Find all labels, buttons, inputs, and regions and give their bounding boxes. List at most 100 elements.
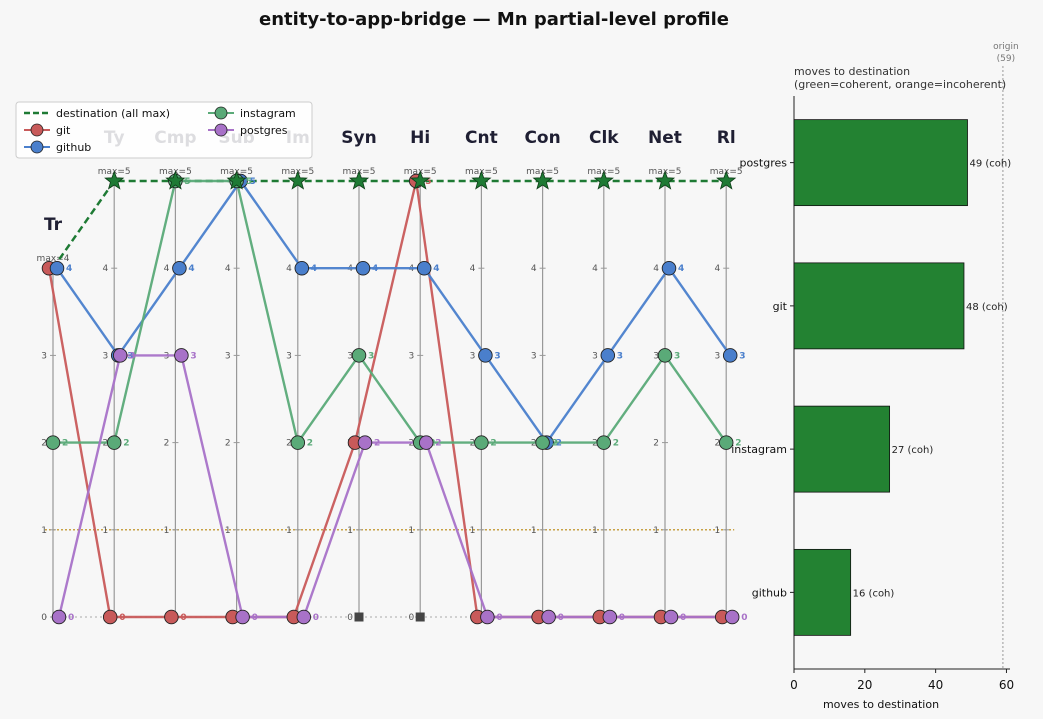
destination-star: [471, 170, 492, 190]
bar-x-tick-label: 60: [999, 678, 1014, 692]
series-point-postgres: [235, 609, 250, 625]
series-point-label-instagram: 5: [184, 177, 190, 187]
axis-tick-label: 2: [225, 439, 231, 449]
series-point-postgres: [112, 348, 128, 363]
axis-tick-label: 2: [653, 439, 659, 449]
series-point-label-postgres: 0: [313, 613, 319, 623]
axis-name-rl: Rl: [717, 128, 736, 148]
series-point-label-instagram: 2: [490, 439, 496, 449]
series-point-label-github: 2: [556, 439, 562, 449]
bar-value-label-github: 16 (coh): [853, 588, 895, 599]
axis-name-net: Net: [648, 128, 682, 148]
series-point-github: [722, 348, 738, 363]
axis-tick-label: 3: [41, 351, 47, 361]
axis-tick-label: 4: [164, 264, 170, 274]
bar-value-label-postgres: 49 (coh): [970, 159, 1012, 170]
series-point-label-github: 3: [739, 351, 745, 361]
destination-star: [287, 170, 308, 190]
destination-star: [654, 170, 676, 190]
chart-title: entity-to-app-bridge — Mn partial-level …: [259, 9, 729, 30]
axis-name-tr: Tr: [44, 215, 63, 235]
series-point-instagram: [657, 348, 673, 363]
bar-reference-value: (59): [997, 54, 1015, 64]
axis-tick-label: 4: [653, 264, 659, 274]
bar-category-label-git: git: [773, 300, 788, 313]
series-point-label-postgres: 0: [252, 613, 258, 623]
series-point-instagram: [718, 435, 734, 450]
bar-chart-subtitle: (green=coherent, orange=incoherent): [794, 78, 1006, 91]
series-line-instagram: [53, 179, 728, 444]
series-point-label-postgres: 0: [619, 613, 625, 623]
legend-label-github: github: [56, 141, 91, 154]
series-point-label-github: 3: [617, 351, 623, 361]
axis-tick-label: 4: [714, 264, 720, 274]
axis-name-clk: Clk: [589, 128, 619, 148]
legend-marker-instagram: [214, 106, 228, 120]
axis-tick-label: 4: [102, 264, 108, 274]
axis-tick-label: 2: [164, 439, 170, 449]
axis-tick-label: 4: [592, 264, 598, 274]
series-point-label-instagram: 2: [552, 439, 558, 449]
series-point-instagram: [474, 435, 489, 450]
axis-tick-label: 1: [347, 526, 353, 536]
series-point-label-postgres: 3: [190, 351, 196, 361]
destination-star: [226, 170, 247, 190]
series-point-postgres: [174, 348, 189, 363]
axis-tick-label: 0: [347, 613, 353, 623]
axis-tick-label: 1: [653, 526, 659, 536]
axis-tick-label: 3: [225, 351, 231, 361]
destination-star: [410, 170, 431, 190]
legend-label-destination: destination (all max): [56, 107, 170, 120]
bar-value-label-git: 48 (coh): [966, 302, 1008, 313]
axis-tick-label: 2: [41, 439, 47, 449]
series-point-instagram: [351, 348, 367, 363]
destination-star: [593, 170, 614, 190]
series-point-git: [102, 609, 118, 625]
series-point-label-instagram: 2: [735, 439, 741, 449]
bar-x-tick-label: 40: [928, 678, 943, 692]
destination-line: [51, 179, 727, 269]
bar-x-axis-label: moves to destination: [823, 698, 939, 711]
series-point-label-github: 3: [494, 351, 500, 361]
series-point-label-github: 4: [433, 264, 439, 274]
series-point-label-github: 5: [250, 177, 256, 187]
bar-github: [793, 548, 852, 636]
bar-value-label-instagram: 27 (coh): [892, 445, 934, 456]
axis-tick-label: 4: [531, 264, 537, 274]
axis-tick-label: 2: [714, 439, 720, 449]
series-point-label-github: 4: [372, 264, 378, 274]
series-line-github: [56, 179, 732, 444]
legend-marker-github: [30, 140, 44, 154]
destination-star: [165, 170, 186, 190]
destination-star: [348, 170, 370, 190]
series-point-label-github: 4: [678, 264, 684, 274]
series-point-label-postgres: 0: [558, 613, 564, 623]
series-point-label-github: 4: [188, 264, 194, 274]
axis-tick-label: 3: [714, 351, 720, 361]
axis-tick-label: 1: [531, 526, 537, 536]
series-line-postgres: [57, 354, 733, 619]
series-point-github: [661, 260, 677, 276]
series-point-github: [172, 260, 187, 276]
axis-tick-label: 1: [470, 526, 476, 536]
axis-tick-label: 3: [286, 351, 292, 361]
series-line-git: [47, 179, 723, 619]
series-point-label-postgres: 0: [496, 613, 502, 623]
series-point-label-postgres: 2: [435, 439, 441, 449]
series-point-instagram: [535, 435, 550, 450]
legend-label-instagram: instagram: [240, 107, 296, 120]
axis-tick-label: 3: [347, 351, 353, 361]
series-point-label-postgres: 2: [374, 439, 380, 449]
series-point-github: [49, 260, 65, 276]
axis-tick-label: 0: [41, 613, 47, 623]
bar-reference-label: origin: [993, 42, 1019, 52]
bar-git: [793, 262, 965, 350]
axis-tick-label: 3: [592, 351, 598, 361]
series-point-postgres: [418, 435, 434, 450]
destination-star: [532, 170, 553, 190]
destination-star: [104, 170, 125, 190]
series-point-label-instagram: 2: [307, 439, 313, 449]
legend-label-postgres: postgres: [240, 124, 288, 137]
